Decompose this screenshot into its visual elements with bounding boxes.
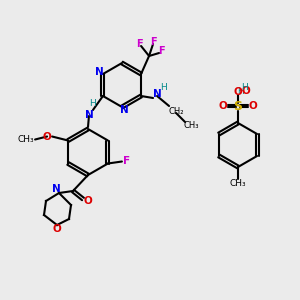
Text: O: O bbox=[52, 224, 62, 234]
Text: H: H bbox=[160, 83, 167, 92]
Text: CH₂: CH₂ bbox=[168, 106, 184, 116]
Text: O: O bbox=[84, 196, 92, 206]
Text: O: O bbox=[249, 101, 257, 111]
Text: F: F bbox=[123, 157, 130, 166]
Text: F: F bbox=[158, 46, 164, 56]
Text: O: O bbox=[242, 86, 250, 96]
Text: CH₃: CH₃ bbox=[230, 179, 246, 188]
Text: H: H bbox=[238, 86, 244, 95]
Text: N: N bbox=[94, 67, 103, 77]
Text: H: H bbox=[90, 100, 96, 109]
Text: CH₃: CH₃ bbox=[18, 135, 34, 144]
Text: F: F bbox=[150, 37, 156, 47]
Text: N: N bbox=[85, 110, 93, 120]
Text: N: N bbox=[153, 89, 161, 99]
Text: S: S bbox=[233, 100, 242, 112]
Text: O: O bbox=[234, 87, 242, 97]
Text: N: N bbox=[120, 105, 128, 115]
Text: CH₃: CH₃ bbox=[183, 122, 199, 130]
Text: O: O bbox=[43, 131, 52, 142]
Text: N: N bbox=[52, 184, 60, 194]
Text: H: H bbox=[242, 83, 248, 92]
Text: F: F bbox=[136, 39, 142, 49]
Text: O: O bbox=[219, 101, 227, 111]
